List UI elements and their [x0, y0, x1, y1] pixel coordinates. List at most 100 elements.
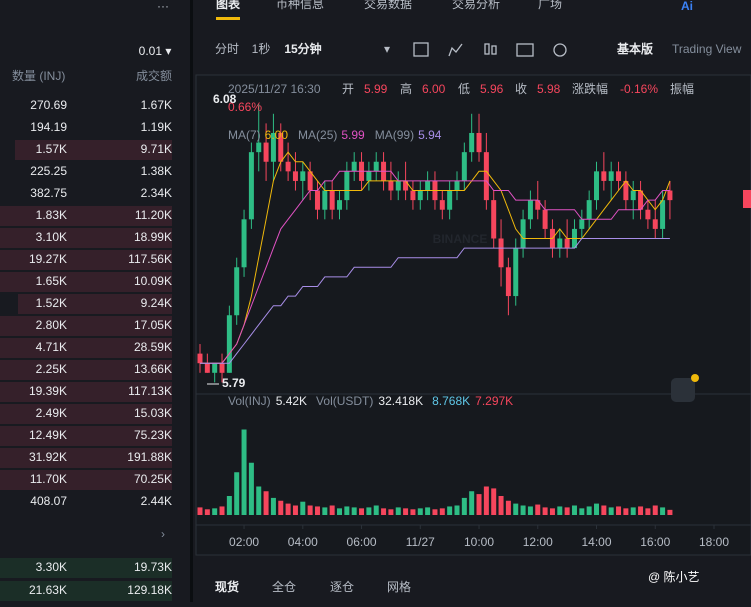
label[interactable]: 0.01 ▾: [139, 44, 172, 58]
candle-body: [278, 132, 284, 162]
ask-qty: 194.19: [30, 120, 67, 134]
ohlc-info: 开: [342, 82, 354, 96]
footer-tab[interactable]: 现货: [215, 579, 239, 594]
candle-body: [329, 190, 335, 210]
depth-bar: [0, 382, 172, 402]
tab[interactable]: 交易数据: [364, 0, 412, 11]
volume-bar: [469, 491, 475, 515]
footer-tab[interactable]: 全仓: [272, 579, 296, 594]
ask-turnover: 75.23K: [134, 428, 172, 442]
volume-bar: [395, 507, 401, 515]
ma-value: 6.00: [265, 128, 289, 142]
ask-turnover: 1.67K: [141, 98, 172, 112]
ask-turnover: 191.88K: [127, 450, 172, 464]
icon[interactable]: [448, 43, 463, 57]
ma-line: [200, 170, 670, 364]
ma-value: 5.94: [418, 128, 442, 142]
volume-legend: 32.418K: [378, 394, 423, 408]
volume-bar: [359, 508, 365, 515]
mode[interactable]: Trading View: [672, 42, 742, 56]
tab[interactable]: 图表: [216, 0, 241, 11]
depth-bar: [0, 360, 172, 380]
volume-bar: [476, 494, 482, 515]
ask-qty: 19.39K: [29, 384, 67, 398]
volume-bar: [549, 508, 555, 515]
widget-button[interactable]: [671, 378, 695, 402]
depth-bar: [0, 206, 172, 226]
divider: [190, 0, 193, 602]
volume-legend: Vol(USDT): [316, 394, 373, 408]
volume-bar: [542, 507, 548, 515]
ask-turnover: 2.34K: [141, 186, 172, 200]
candle-body: [623, 180, 629, 201]
badge: [691, 374, 699, 382]
volume-bar: [263, 491, 269, 515]
candle-body: [601, 171, 607, 181]
depth-bar: [0, 581, 172, 601]
footer-tab[interactable]: 网格: [387, 579, 411, 594]
volume-bar: [483, 486, 489, 515]
depth-bar: [18, 294, 172, 314]
candle-body: [630, 190, 636, 201]
ohlc-info: 低: [458, 82, 470, 96]
volume-bar: [579, 508, 585, 515]
ask-qty: 1.83K: [36, 208, 67, 222]
volume-bar: [212, 508, 218, 515]
interval[interactable]: 15分钟: [284, 41, 321, 56]
label[interactable]: ›: [161, 527, 165, 541]
ma-name: MA(7): [228, 128, 261, 142]
ohlc-info: 高: [400, 81, 412, 96]
icon[interactable]: [413, 42, 429, 57]
interval[interactable]: 分时: [215, 42, 239, 56]
volume-bar: [630, 507, 636, 515]
candle-body: [491, 200, 497, 239]
candle-body: [270, 132, 276, 162]
ask-qty: 2.49K: [36, 406, 67, 420]
mode[interactable]: 基本版: [616, 41, 653, 56]
tab[interactable]: 广场: [538, 0, 562, 11]
bid-turnover: 129.18K: [127, 583, 172, 597]
volume-bar: [329, 505, 335, 515]
ask-qty: 382.75: [30, 186, 67, 200]
candle-body: [373, 161, 379, 172]
icon[interactable]: [516, 43, 534, 57]
tab[interactable]: 交易分析: [452, 0, 500, 11]
ohlc-info: 5.98: [537, 82, 561, 96]
depth-bar: [0, 316, 172, 336]
watermark: @ 陈小艺: [648, 569, 700, 584]
volume-bar: [564, 507, 570, 515]
candle-body: [322, 190, 328, 210]
ohlc-info: 振幅: [670, 81, 694, 96]
icon[interactable]: [553, 43, 567, 57]
candle-body: [513, 248, 519, 297]
volume-bar: [660, 507, 666, 515]
volume-bar: [645, 508, 651, 515]
volume-bar: [322, 507, 328, 515]
icon[interactable]: [484, 43, 490, 55]
interval[interactable]: 1秒: [252, 42, 271, 56]
ask-turnover: 117.56K: [128, 252, 172, 266]
candle-body: [667, 190, 673, 201]
volume-bar: [571, 505, 577, 515]
volume-legend: 8.768K: [432, 394, 470, 408]
label[interactable]: ▾: [384, 42, 390, 56]
candle-body: [344, 171, 350, 201]
icon[interactable]: [491, 45, 497, 55]
candle-body: [425, 180, 431, 191]
volume-bar: [292, 505, 298, 515]
tab[interactable]: 币种信息: [276, 0, 324, 11]
volume-bar: [520, 505, 526, 515]
volume-bar: [535, 504, 541, 515]
footer-tab[interactable]: 逐仓: [330, 580, 354, 594]
x-tick-label: 14:00: [581, 535, 611, 549]
candle-body: [285, 161, 291, 172]
volume-bar: [505, 500, 511, 515]
volume-bar: [381, 508, 387, 515]
label: ···: [157, 0, 169, 13]
candle-body: [417, 190, 423, 201]
ask-qty: 12.49K: [29, 428, 67, 442]
candle-body: [586, 200, 592, 220]
volume-bar: [197, 507, 203, 515]
volume-bar: [351, 507, 357, 515]
candle-body: [248, 152, 254, 220]
